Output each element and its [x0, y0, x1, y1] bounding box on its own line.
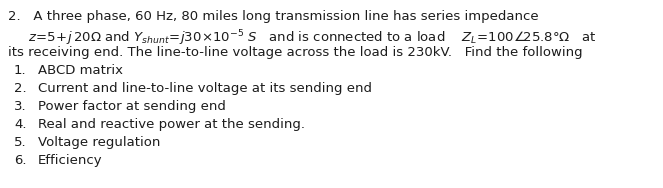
Text: 1.: 1.	[14, 64, 27, 77]
Text: Efficiency: Efficiency	[38, 154, 103, 167]
Text: $z\!=\!5\!+\!j\,20\Omega$ and $Y_{shunt}\!=\!j30\!\times\!10^{-5}$ $S$   and is : $z\!=\!5\!+\!j\,20\Omega$ and $Y_{shunt}…	[28, 28, 597, 48]
Text: 6.: 6.	[14, 154, 27, 167]
Text: 5.: 5.	[14, 136, 27, 149]
Text: 2.   A three phase, 60 Hz, 80 miles long transmission line has series impedance: 2. A three phase, 60 Hz, 80 miles long t…	[8, 10, 538, 23]
Text: ABCD matrix: ABCD matrix	[38, 64, 123, 77]
Text: Current and line-to-line voltage at its sending end: Current and line-to-line voltage at its …	[38, 82, 372, 95]
Text: 3.: 3.	[14, 100, 27, 113]
Text: Real and reactive power at the sending.: Real and reactive power at the sending.	[38, 118, 305, 131]
Text: its receiving end. The line-to-line voltage across the load is 230kV.   Find the: its receiving end. The line-to-line volt…	[8, 46, 583, 59]
Text: 2.: 2.	[14, 82, 27, 95]
Text: 4.: 4.	[14, 118, 27, 131]
Text: Voltage regulation: Voltage regulation	[38, 136, 160, 149]
Text: Power factor at sending end: Power factor at sending end	[38, 100, 226, 113]
